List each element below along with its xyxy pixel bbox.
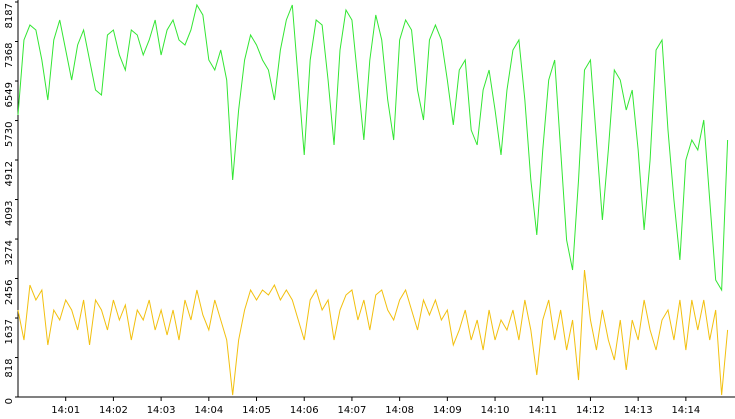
- x-tick-label: 14:07: [338, 405, 367, 415]
- y-tick-label: 1637: [4, 319, 15, 344]
- line-series: [17, 3, 729, 292]
- y-tick-label: 818: [4, 359, 15, 378]
- x-tick-label: 14:06: [290, 405, 319, 415]
- y-tick-label: 7368: [4, 43, 15, 68]
- x-tick-label: 14:05: [242, 405, 271, 415]
- y-tick-label: 6549: [4, 82, 15, 107]
- x-tick-label: 14:04: [194, 405, 223, 415]
- y-tick-label: 5730: [4, 122, 15, 147]
- x-tick-label: 14:08: [385, 405, 414, 415]
- y-tick-label: 3274: [4, 240, 15, 265]
- y-tick-label: 2456: [4, 280, 15, 305]
- x-tick-label: 14:02: [99, 405, 128, 415]
- x-tick-label: 14:14: [671, 405, 700, 415]
- y-tick-label: 4093: [4, 201, 15, 226]
- line-series: [17, 269, 729, 396]
- y-tick-label: 0: [4, 398, 15, 404]
- x-tick-label: 14:09: [433, 405, 462, 415]
- x-tick-label: 14:01: [51, 405, 80, 415]
- x-tick-label: 14:12: [576, 405, 605, 415]
- x-tick-label: 14:11: [528, 405, 557, 415]
- x-tick-label: 14:10: [481, 405, 510, 415]
- x-tick-label: 14:03: [147, 405, 176, 415]
- y-tick-label: 8187: [4, 3, 15, 28]
- x-tick-label: 14:13: [624, 405, 653, 415]
- y-tick-label: 4912: [4, 161, 15, 186]
